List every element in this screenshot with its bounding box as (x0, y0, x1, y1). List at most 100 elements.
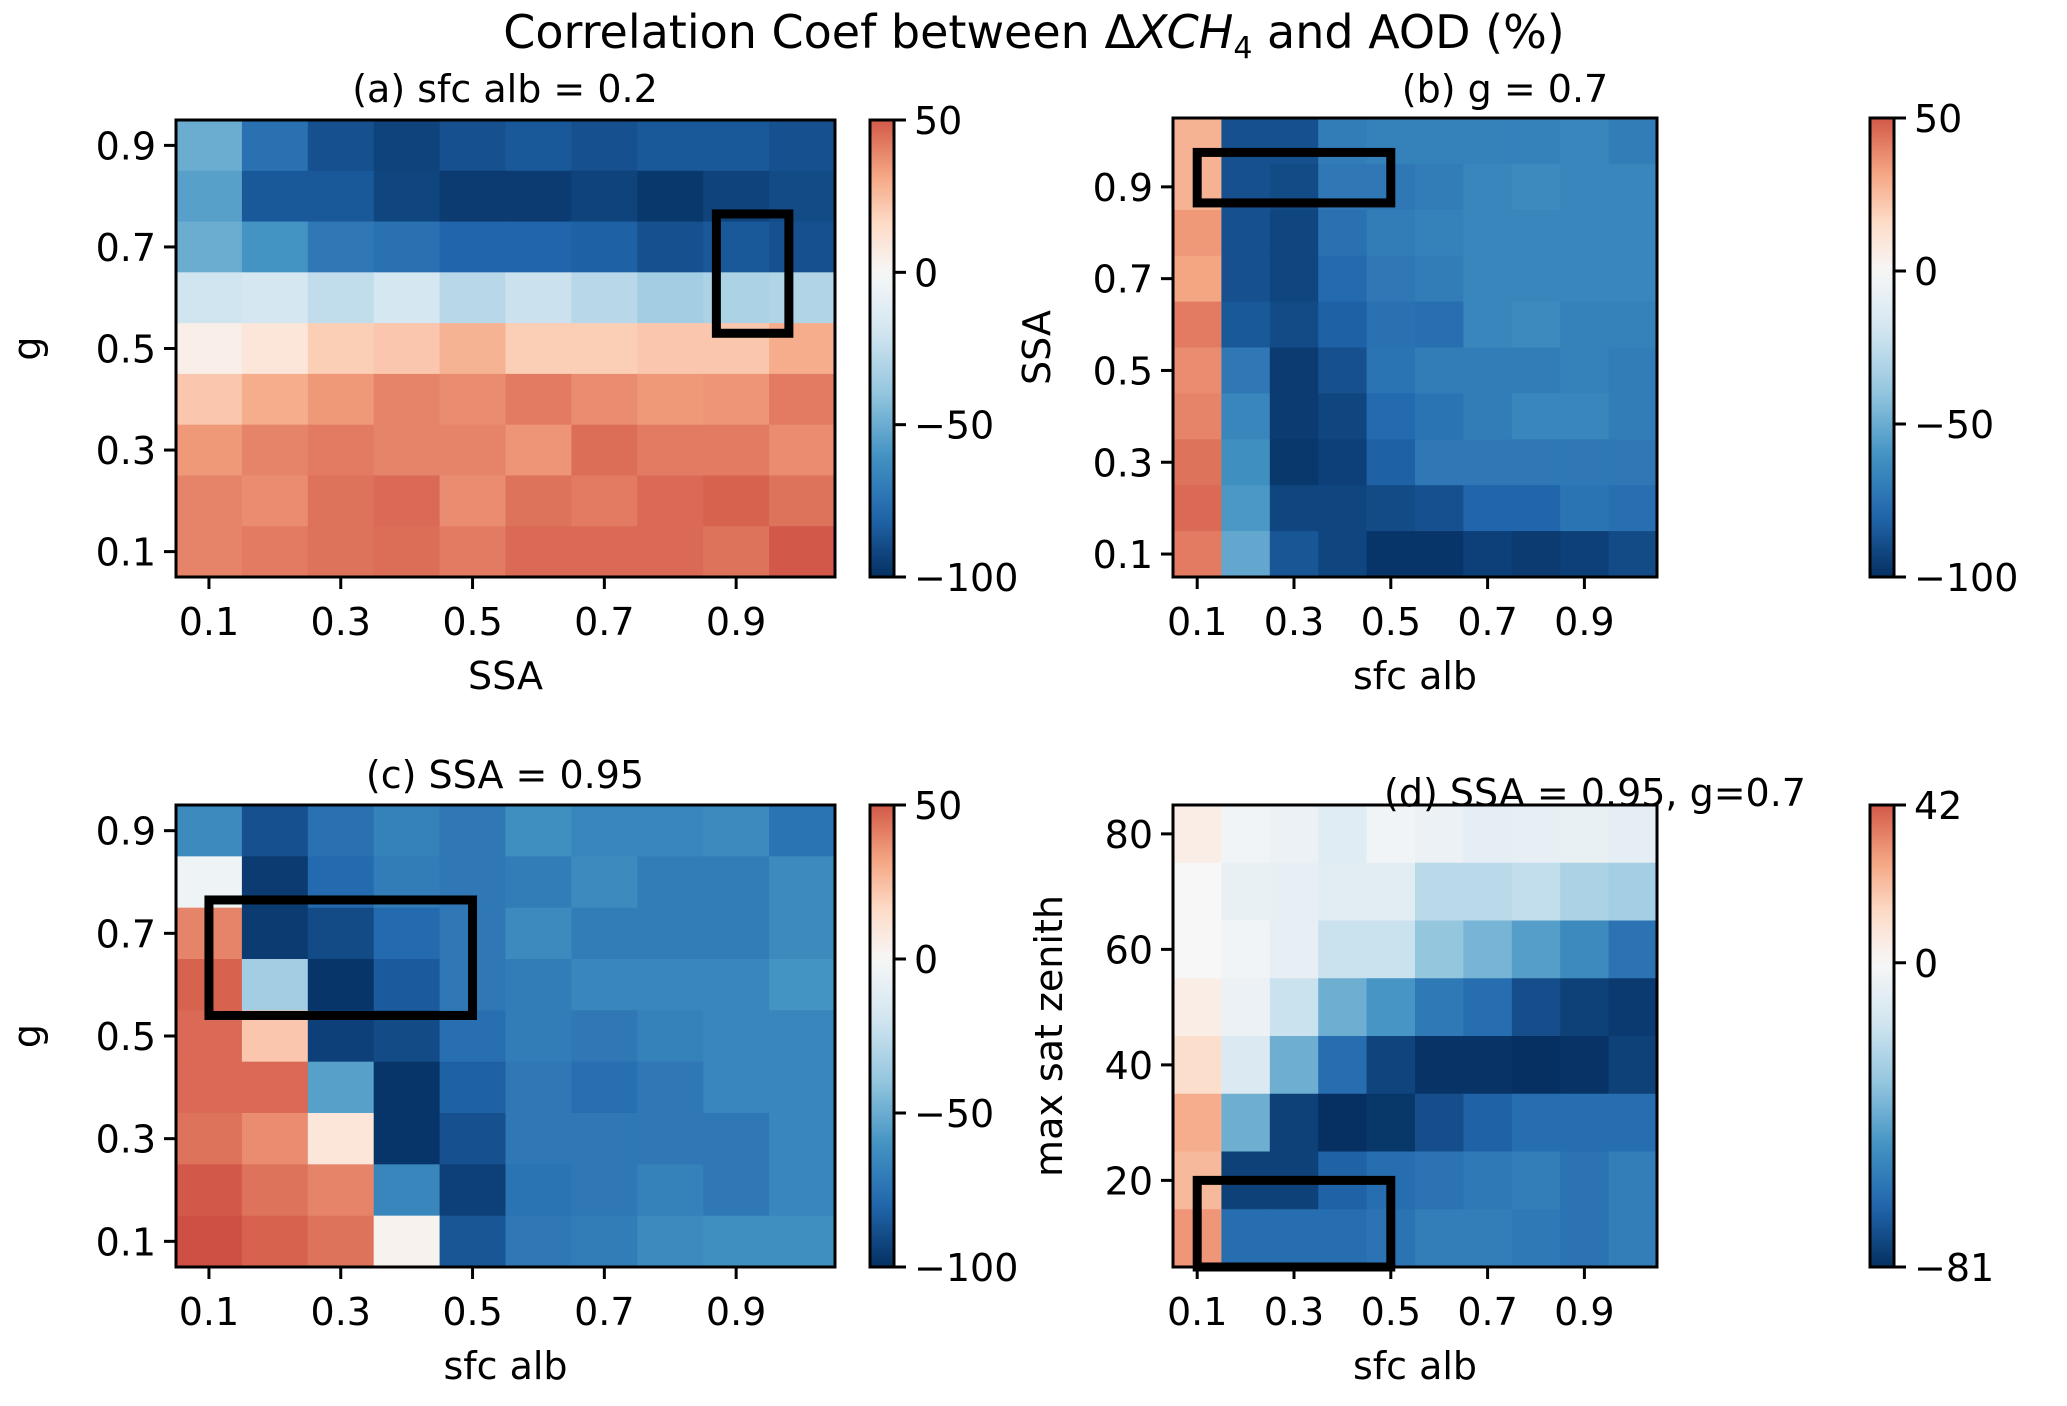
heatmap-cell (1221, 1036, 1271, 1095)
y-tick-label: 0.7 (96, 226, 156, 270)
heatmap-cell (769, 1215, 836, 1268)
heatmap-cell (1318, 805, 1368, 864)
heatmap-cell (571, 272, 638, 324)
heatmap-cell (505, 120, 572, 172)
heatmap-cell (703, 856, 770, 909)
heatmap-cell (1221, 255, 1271, 303)
heatmap-cell (703, 475, 770, 527)
heatmap-cell (637, 526, 704, 578)
x-tick-label: 0.1 (1167, 1290, 1227, 1334)
heatmap-cell (307, 272, 375, 324)
y-tick-label: 0.9 (1093, 166, 1153, 210)
heatmap-cell (176, 323, 243, 375)
panel-title: (d) SSA = 0.95, g=0.7 (1384, 771, 1806, 815)
heatmap-cell (1608, 485, 1658, 532)
y-tick-label: 0.1 (96, 531, 156, 575)
y-tick-label: 0.5 (96, 328, 156, 372)
heatmap-cell (1366, 209, 1416, 257)
colorbar-gradient (1868, 116, 1896, 579)
heatmap-cell (1221, 347, 1271, 394)
heatmap-cell (505, 1164, 572, 1217)
heatmap-cell (1221, 531, 1271, 578)
heatmap-cell (1269, 1209, 1319, 1268)
heatmap-cell (1463, 255, 1513, 303)
heatmap-cell (1560, 1093, 1610, 1153)
heatmap-cell (1173, 862, 1222, 922)
heatmap-cell (241, 170, 309, 223)
x-tick-label: 0.1 (179, 1290, 239, 1334)
heatmap-cell (1511, 393, 1561, 440)
heatmap-cell (439, 120, 507, 172)
heatmap-cell (307, 1061, 375, 1114)
heatmap-cell (1318, 920, 1368, 979)
x-tick-label: 0.7 (574, 600, 634, 644)
x-tick-label: 0.5 (1361, 1290, 1421, 1334)
heatmap-cell (1608, 1093, 1658, 1153)
heatmap-cell (1269, 118, 1319, 165)
heatmap-cell (373, 373, 441, 426)
heatmap-cell (769, 424, 836, 477)
heatmap-cell (1269, 1093, 1319, 1153)
heatmap-cell (439, 1061, 507, 1114)
heatmap-cell (637, 1215, 704, 1268)
heatmap-cell (637, 805, 704, 857)
heatmap-cell (637, 272, 704, 324)
heatmap-cell (373, 907, 441, 960)
heatmap-cell (1463, 163, 1513, 211)
heatmap-cell (505, 323, 572, 375)
heatmap-cell (1366, 255, 1416, 303)
y-axis-label: max sat zenith (1027, 895, 1071, 1177)
heatmap-cell (1463, 393, 1513, 440)
x-axis-label: sfc alb (443, 1344, 567, 1388)
heatmap-cell (439, 1164, 507, 1217)
heatmap-cell (1463, 118, 1513, 165)
heatmap-cell (1560, 862, 1610, 922)
heatmap-cell (1463, 301, 1513, 349)
panel-title: (c) SSA = 0.95 (366, 753, 644, 797)
heatmap-cell (505, 475, 572, 527)
heatmap-cell (1318, 301, 1368, 349)
heatmap-cell (439, 323, 507, 375)
heatmap-cell (1269, 862, 1319, 922)
heatmap-cell (1463, 1036, 1513, 1095)
y-tick-label: 0.9 (96, 810, 156, 854)
heatmap-cell (637, 856, 704, 909)
heatmap-cell (176, 1164, 243, 1217)
heatmap-cell (505, 856, 572, 909)
heatmap-cell (1318, 1209, 1368, 1268)
heatmap-cell (1415, 255, 1464, 303)
heatmap-cell (439, 221, 507, 273)
heatmap-cell (1608, 209, 1658, 257)
heatmap-cell (1269, 920, 1319, 979)
y-tick-label: 0.9 (96, 124, 156, 168)
colorbar-tick-label: 0 (1914, 942, 1938, 986)
heatmap-cell (1511, 255, 1561, 303)
heatmap-cell (176, 1061, 243, 1114)
heatmap-cell (571, 323, 638, 375)
y-tick-label: 0.3 (1093, 441, 1153, 485)
heatmap-cell (1608, 920, 1658, 979)
heatmap-cell (571, 959, 638, 1011)
heatmap-cell (571, 1113, 638, 1165)
heatmap-cell (571, 1010, 638, 1063)
colorbar-tick-label: 42 (1914, 784, 1962, 828)
heatmap-cell (241, 1113, 309, 1165)
heatmap-cell (505, 959, 572, 1011)
heatmap-cell (703, 1010, 770, 1063)
heatmap-cell (1463, 347, 1513, 394)
heatmap-cell (505, 1010, 572, 1063)
heatmap-cell (1608, 118, 1658, 165)
heatmap-cell (1415, 393, 1464, 440)
heatmap-cell (307, 1164, 375, 1217)
heatmap-cell (1560, 920, 1610, 979)
heatmap-cell (1511, 118, 1561, 165)
heatmap-cell (1221, 862, 1271, 922)
heatmap-cell (769, 959, 836, 1011)
heatmap-cells (1173, 805, 1658, 1268)
heatmap-cell (1415, 531, 1464, 578)
heatmap-cell (439, 1113, 507, 1165)
heatmap-cell (703, 1061, 770, 1114)
heatmap-cell (571, 1164, 638, 1217)
heatmap-cell (1463, 920, 1513, 979)
heatmap-cells (1173, 118, 1658, 578)
